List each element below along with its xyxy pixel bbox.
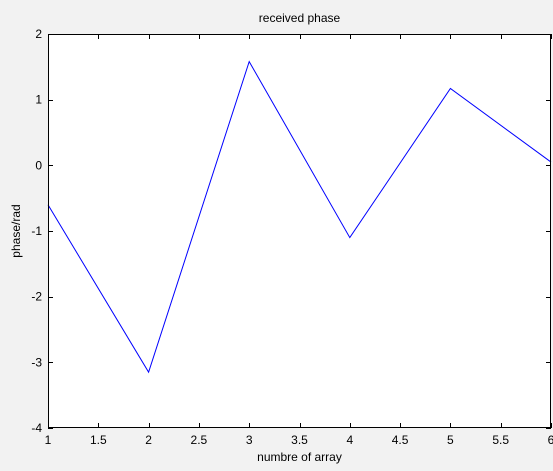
x-tick-label: 2 (145, 433, 152, 447)
y-tick-label: -1 (31, 224, 42, 238)
y-tick-label: -4 (31, 421, 42, 435)
series-layer (47, 60, 552, 374)
x-tick-label: 1 (45, 433, 52, 447)
chart-title: received phase (259, 11, 341, 25)
y-tick-label: 1 (35, 93, 42, 107)
y-tick-label: 2 (35, 27, 42, 41)
x-axis: 1 1.5 2 2.5 3 3.5 4 4.5 5 5.5 6 (45, 34, 553, 447)
x-tick-label: 4 (346, 433, 353, 447)
x-tick-label: 1.5 (90, 433, 107, 447)
y-axis: -4 -3 -2 -1 0 1 2 (31, 27, 551, 435)
y-axis-label: phase/rad (9, 204, 23, 257)
x-tick-label: 3.5 (291, 433, 308, 447)
x-tick-label: 5 (447, 433, 454, 447)
series-line-0 (47, 60, 552, 374)
y-tick-label: -2 (31, 290, 42, 304)
x-axis-label: numbre of array (257, 450, 342, 464)
x-tick-label: 3 (246, 433, 253, 447)
y-tick-label: -3 (31, 355, 42, 369)
plot-area (48, 34, 551, 428)
y-tick-label: 0 (35, 158, 42, 172)
x-tick-label: 5.5 (492, 433, 509, 447)
x-tick-label: 4.5 (392, 433, 409, 447)
x-tick-label: 2.5 (191, 433, 208, 447)
x-tick-label: 6 (548, 433, 553, 447)
